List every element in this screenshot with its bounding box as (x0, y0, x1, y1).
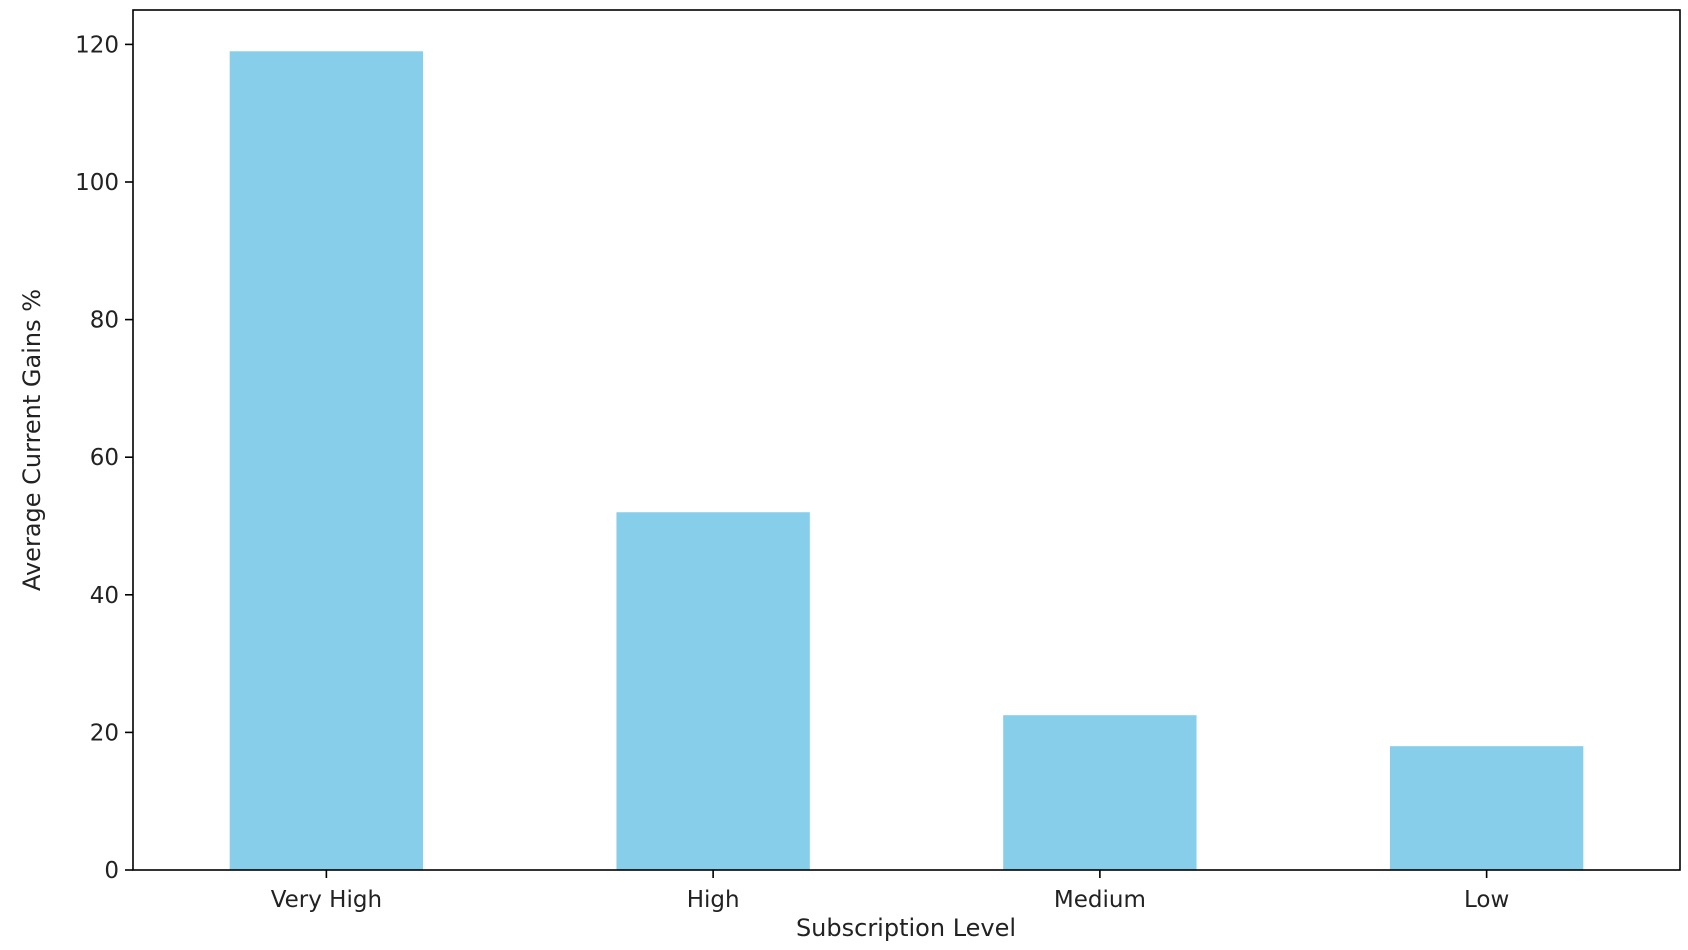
x-axis: Very High High Medium Low (271, 870, 1509, 913)
y-tick-label: 120 (75, 32, 119, 58)
bar-very-high (229, 51, 424, 870)
y-tick-label: 40 (90, 583, 119, 609)
bar-low (1389, 746, 1584, 870)
x-tick-label: Low (1464, 887, 1509, 913)
y-tick-label: 20 (90, 720, 119, 746)
x-tick-label: Very High (271, 887, 382, 913)
y-axis-label: Average Current Gains % (18, 289, 46, 591)
x-tick-label: High (687, 887, 740, 913)
y-tick-label: 60 (90, 445, 119, 471)
y-tick-label: 100 (75, 170, 119, 196)
y-tick-label: 80 (90, 308, 119, 334)
x-axis-label: Subscription Level (796, 914, 1016, 942)
y-axis: 0 20 40 60 80 100 120 (75, 32, 133, 884)
y-tick-label: 0 (104, 858, 119, 884)
bars-group (229, 51, 1584, 870)
x-tick-label: Medium (1054, 887, 1146, 913)
bar-high (616, 512, 810, 870)
bar-medium (1003, 715, 1197, 870)
plot-frame (132, 9, 1681, 871)
